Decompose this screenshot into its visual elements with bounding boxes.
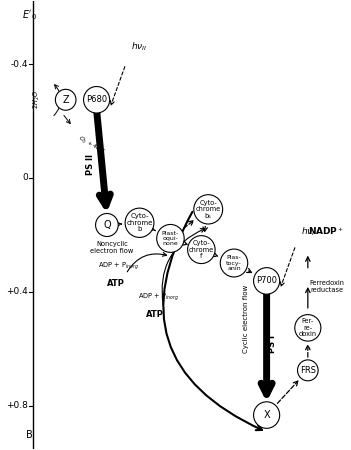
Text: $h\nu_I$: $h\nu_I$	[301, 226, 316, 239]
Ellipse shape	[157, 225, 184, 252]
Ellipse shape	[253, 268, 280, 294]
Ellipse shape	[84, 86, 110, 113]
Text: P680: P680	[86, 95, 107, 104]
Text: X: X	[263, 410, 270, 420]
Text: $h\nu_{II}$: $h\nu_{II}$	[131, 40, 147, 53]
Text: Ferredoxin
reductase: Ferredoxin reductase	[309, 280, 344, 293]
Text: FRS: FRS	[300, 366, 316, 375]
Text: Noncyclic
electron flow: Noncyclic electron flow	[91, 241, 134, 254]
Text: +0.8: +0.8	[6, 401, 28, 410]
Text: 0: 0	[22, 174, 28, 183]
Text: Cyto-
chrome
b₆: Cyto- chrome b₆	[196, 200, 221, 219]
Text: ATP: ATP	[107, 279, 124, 288]
Text: B: B	[26, 430, 33, 440]
Text: -0.4: -0.4	[11, 59, 28, 68]
Ellipse shape	[55, 89, 76, 110]
Text: Z: Z	[62, 95, 69, 105]
Text: Cyto-
chrome
f: Cyto- chrome f	[189, 240, 214, 259]
Ellipse shape	[194, 195, 223, 224]
Text: $E'_0$: $E'_0$	[22, 8, 37, 22]
Text: P700: P700	[256, 276, 277, 285]
Ellipse shape	[298, 360, 318, 381]
Text: NADP$^+$: NADP$^+$	[309, 225, 345, 237]
Text: PS I: PS I	[268, 334, 277, 352]
Text: $2H_2O$: $2H_2O$	[31, 90, 42, 109]
Text: ADP + P$_{inorg}$: ADP + P$_{inorg}$	[98, 261, 140, 272]
Ellipse shape	[95, 213, 118, 237]
Text: Plast-
oqui-
none: Plast- oqui- none	[162, 230, 179, 246]
Text: Cyclic electron flow: Cyclic electron flow	[243, 285, 249, 353]
Text: ATP: ATP	[146, 310, 164, 319]
Text: $O_2 + 4H^+$: $O_2 + 4H^+$	[76, 133, 107, 157]
Text: Plas-
tocy-
anin: Plas- tocy- anin	[226, 255, 242, 271]
Ellipse shape	[220, 249, 248, 277]
Text: Fer-
re-
doxin: Fer- re- doxin	[299, 318, 317, 338]
Ellipse shape	[125, 208, 154, 238]
Ellipse shape	[188, 236, 215, 264]
Text: Cyto-
chrome
b: Cyto- chrome b	[126, 213, 153, 232]
Ellipse shape	[253, 402, 280, 428]
Text: +0.4: +0.4	[6, 288, 28, 297]
Ellipse shape	[295, 315, 321, 341]
Text: ADP + P$_{inorg}$: ADP + P$_{inorg}$	[138, 292, 179, 303]
Text: PS II: PS II	[86, 154, 95, 175]
Text: Q: Q	[103, 220, 111, 230]
